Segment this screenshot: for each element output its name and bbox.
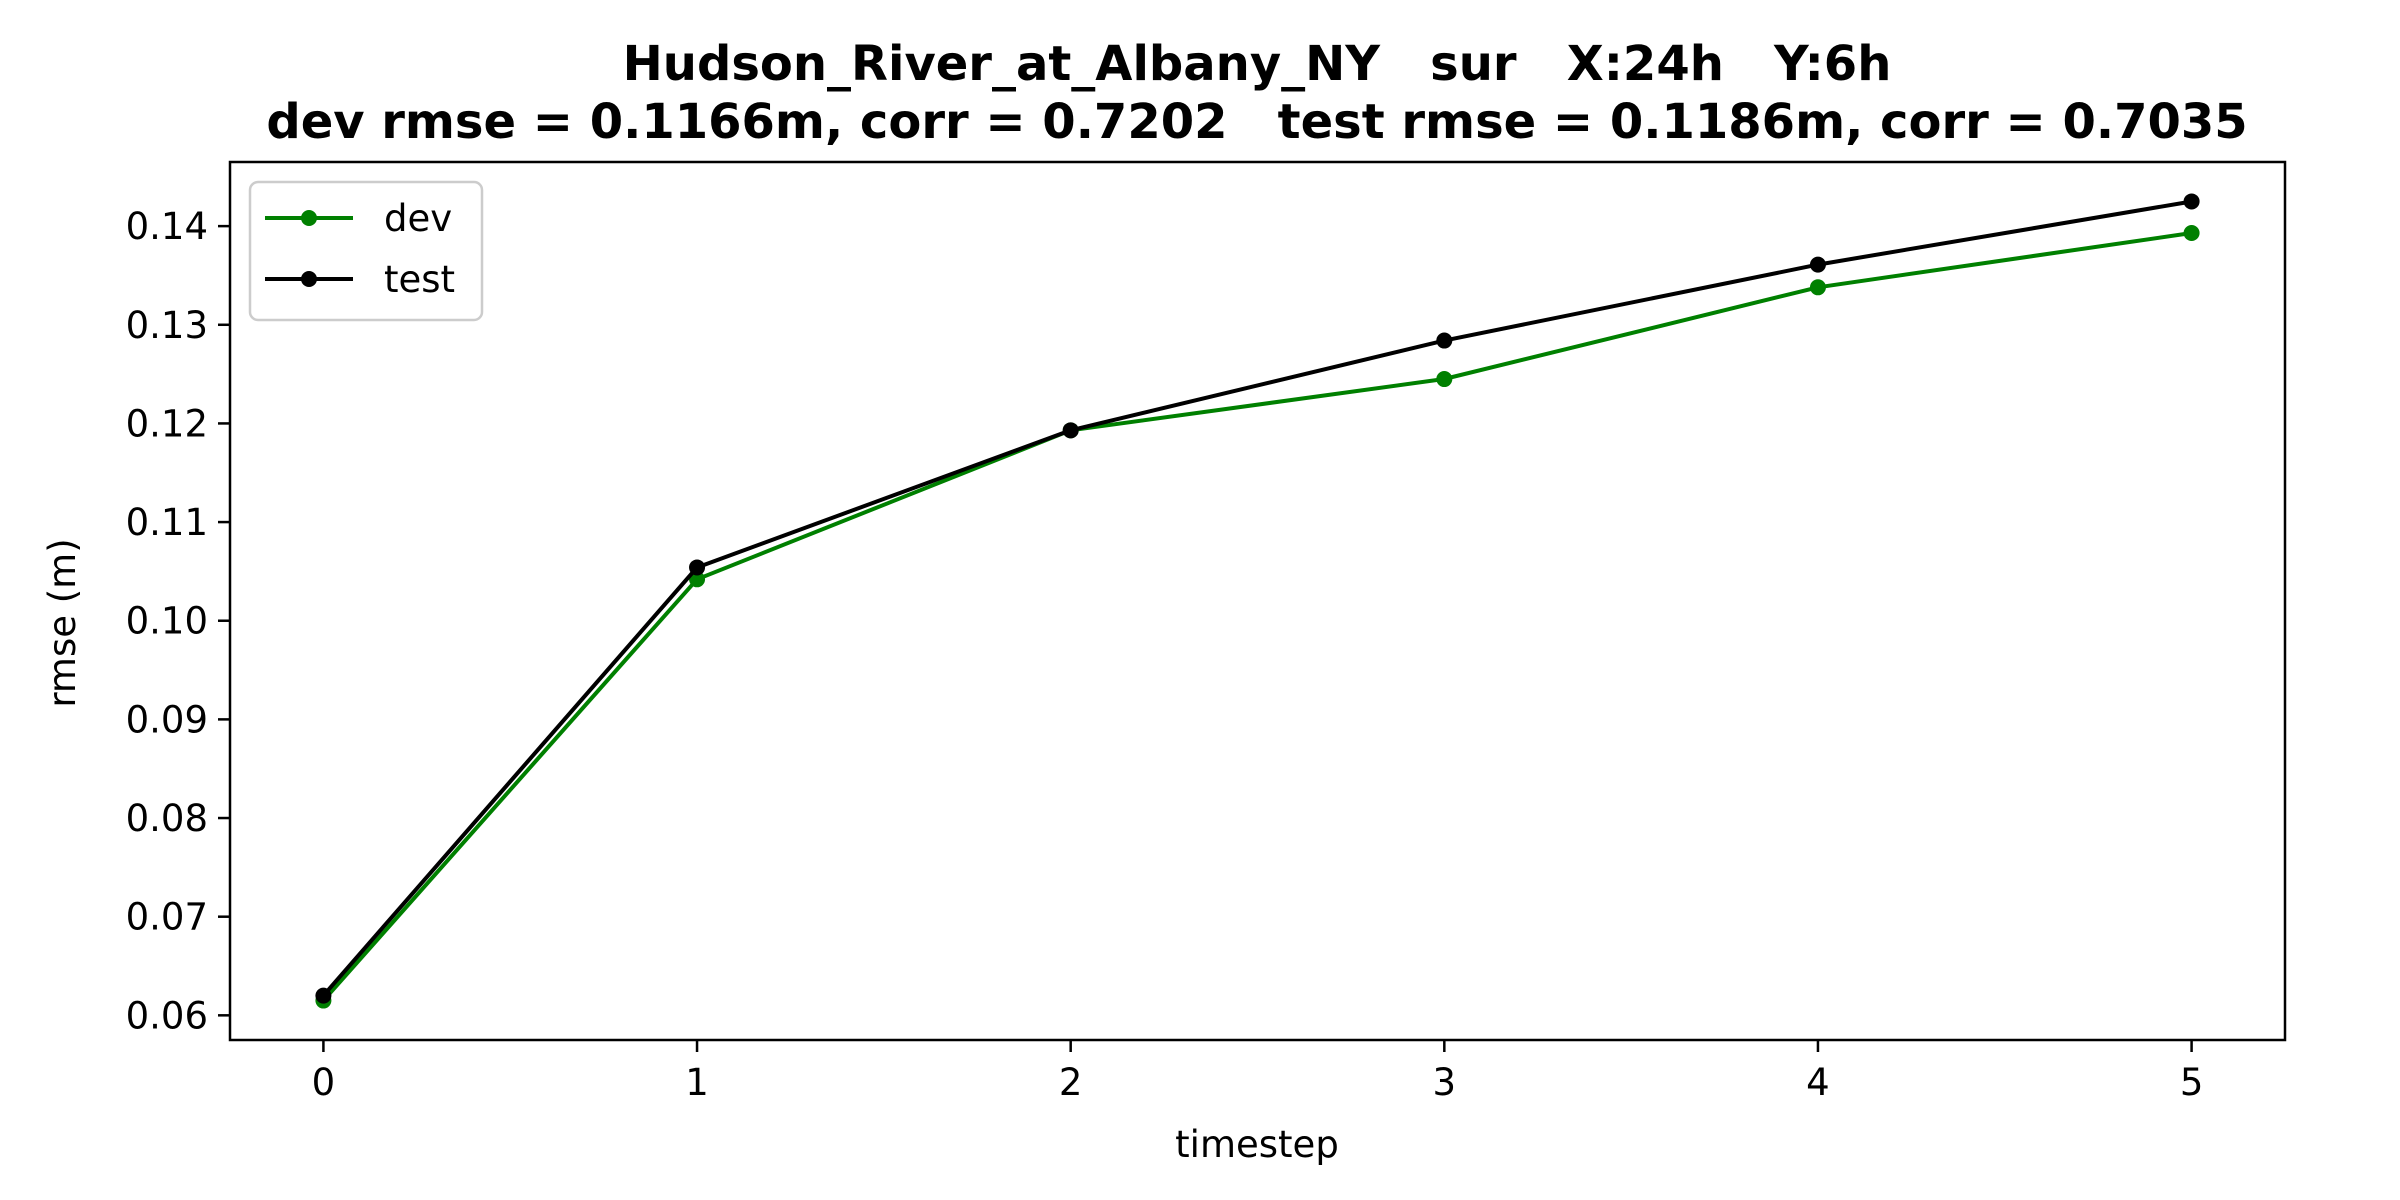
y-tick-label: 0.13	[126, 304, 208, 347]
x-tick-label: 4	[1806, 1061, 1830, 1104]
series-layer	[315, 193, 2200, 1009]
data-point-test	[315, 987, 332, 1004]
x-tick-label: 5	[2180, 1061, 2204, 1104]
chart-subtitle: dev rmse = 0.1166m, corr = 0.7202 test r…	[266, 94, 2247, 150]
legend: dev test	[248, 180, 484, 322]
data-point-dev	[689, 571, 706, 588]
x-axis-ticks: 0 1 2 3 4 5	[312, 1040, 2204, 1104]
series-line-test	[321, 199, 2192, 997]
data-point-test	[1062, 422, 1079, 439]
y-tick-label: 0.07	[126, 896, 208, 939]
y-tick-label: 0.12	[126, 402, 208, 445]
y-tick-label: 0.06	[126, 994, 208, 1037]
y-tick-label: 0.08	[126, 797, 208, 840]
y-tick-label: 0.14	[126, 205, 208, 248]
y-tick-label: 0.10	[126, 600, 208, 643]
y-tick-label: 0.11	[126, 501, 208, 544]
y-axis-ticks: 0.06 0.07 0.08 0.09 0.10 0.11 0.12 0.13 0.14	[126, 205, 230, 1037]
data-point-dev	[1809, 279, 1826, 296]
x-tick-label: 3	[1433, 1061, 1457, 1104]
data-point-dev	[1436, 371, 1453, 388]
y-axis-label: rmse (m)	[41, 538, 84, 707]
chart-title: Hudson_River_at_Albany_NY sur X:24h Y:6h	[623, 36, 1892, 92]
x-tick-label: 1	[685, 1061, 709, 1104]
data-point-test	[689, 559, 706, 576]
x-tick-label: 2	[1059, 1061, 1083, 1104]
x-axis-label: timestep	[1175, 1123, 1339, 1166]
y-tick-label: 0.09	[126, 698, 208, 741]
series-line-dev	[321, 231, 2192, 1002]
data-point-test	[1436, 332, 1453, 349]
legend-marker-dev	[301, 210, 317, 226]
data-point-test	[2183, 193, 2200, 210]
x-tick-label: 0	[312, 1061, 336, 1104]
legend-label-test: test	[384, 258, 455, 301]
legend-marker-test	[301, 271, 317, 287]
legend-label-dev: dev	[384, 197, 452, 240]
data-point-dev	[2183, 225, 2200, 242]
plot-frame	[228, 160, 2287, 1042]
data-point-test	[1809, 256, 1826, 273]
